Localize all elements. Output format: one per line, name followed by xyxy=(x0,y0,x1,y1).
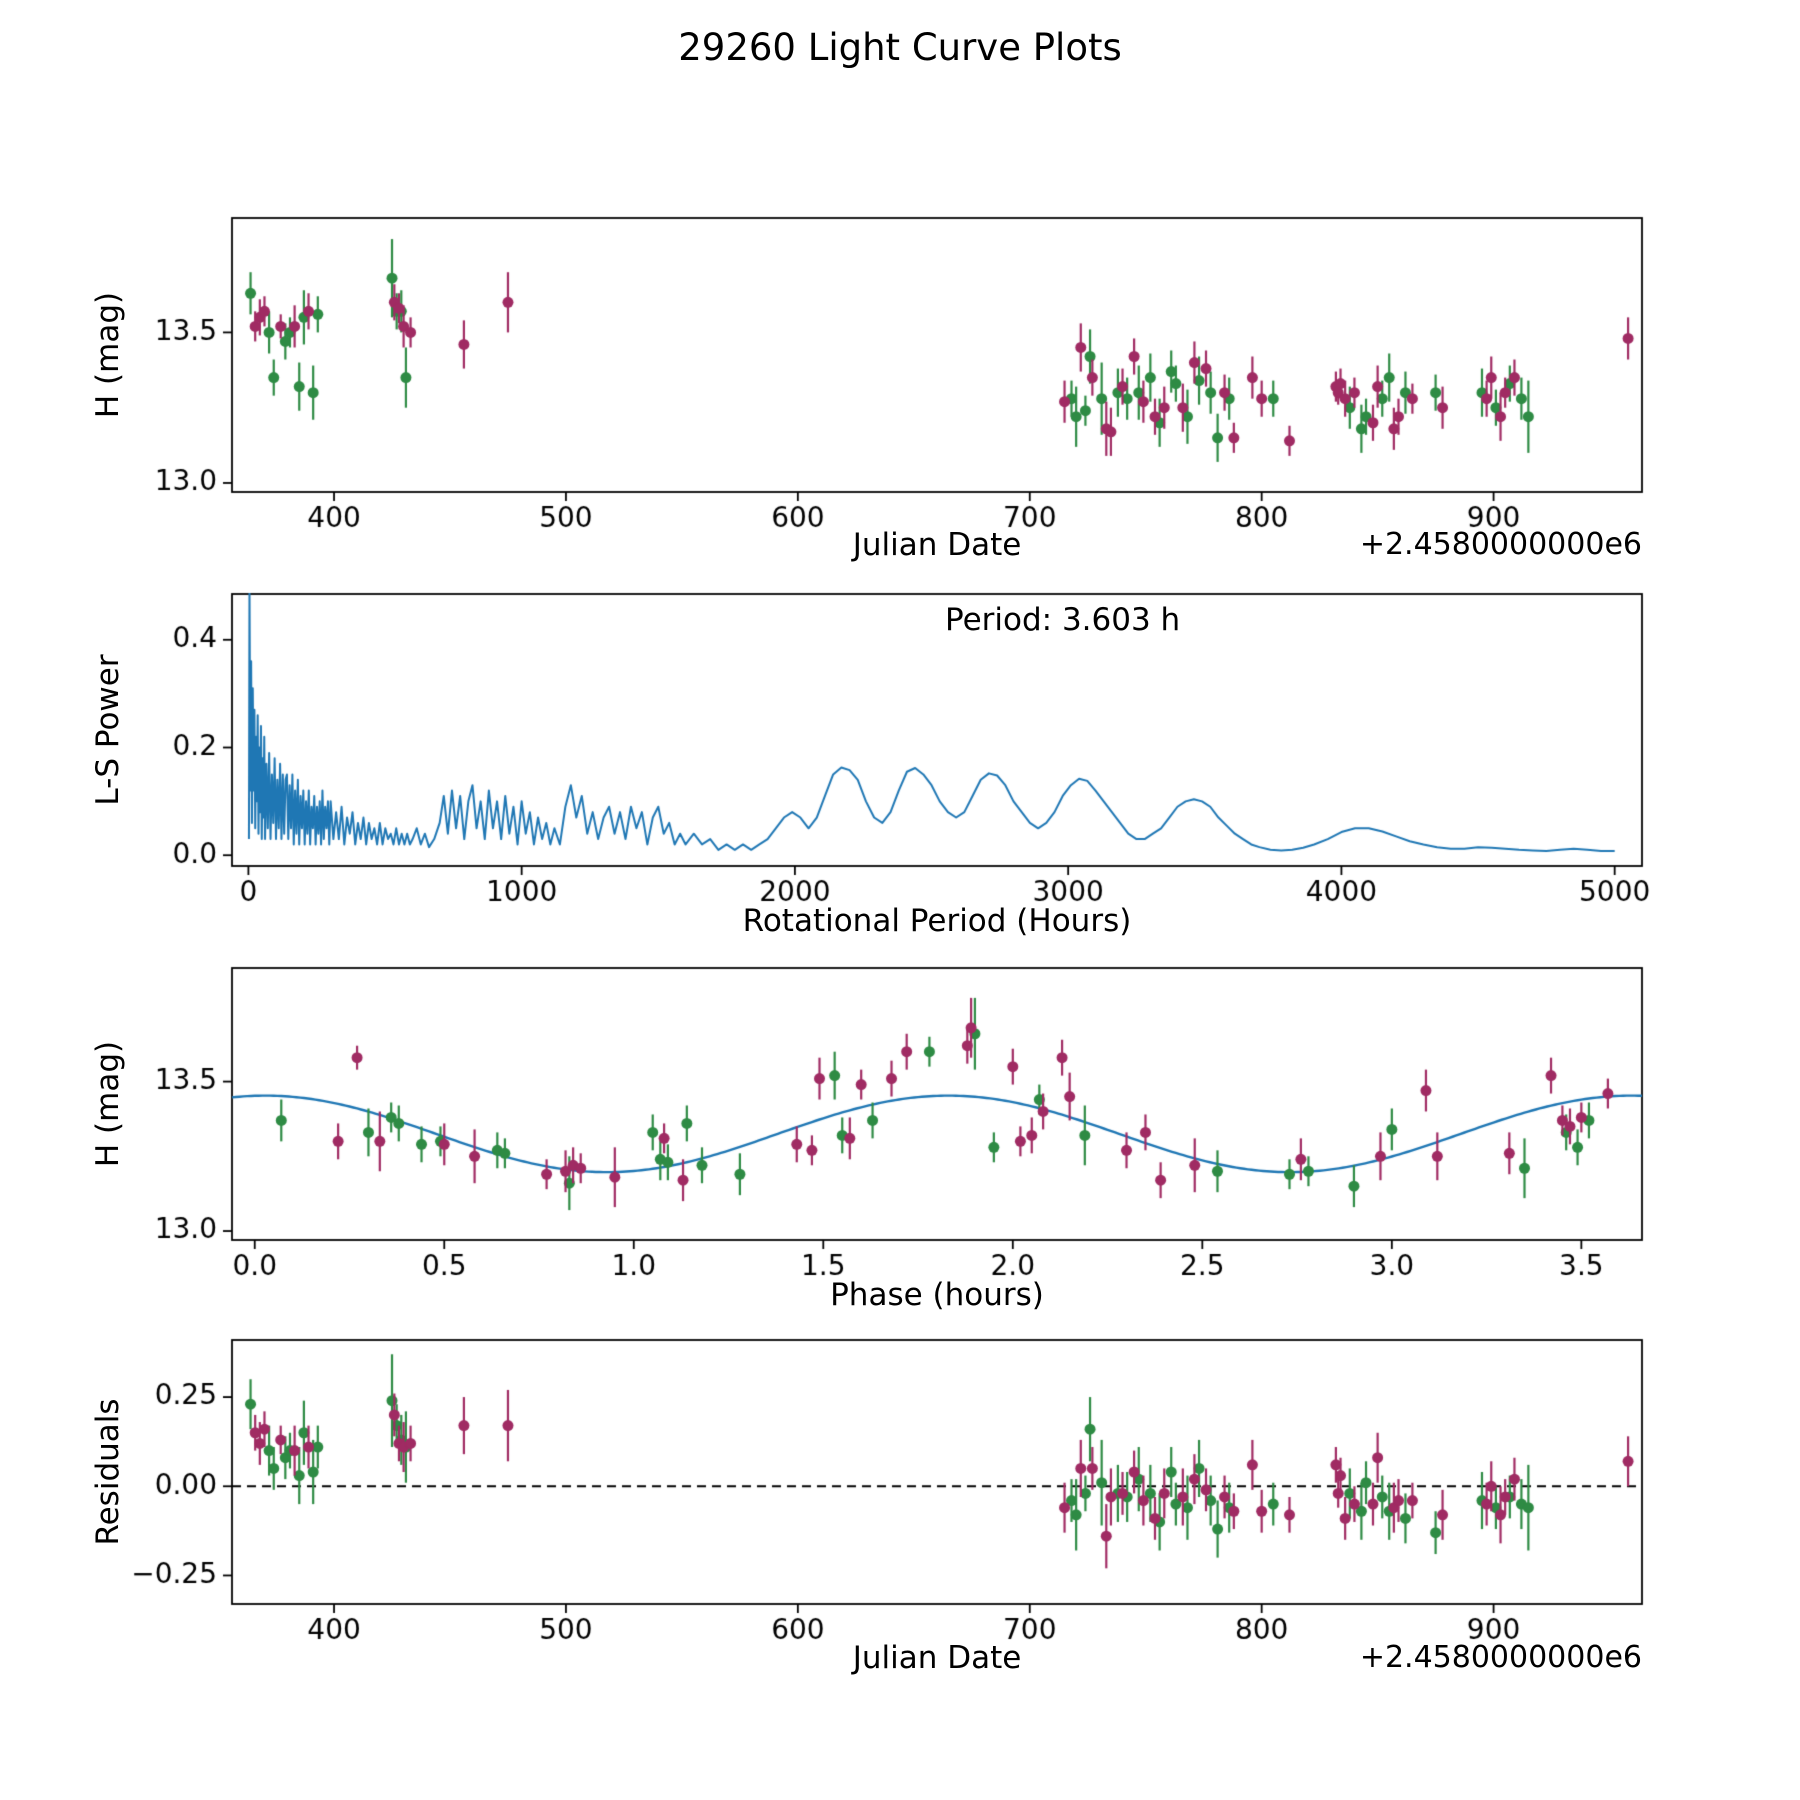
panel1-x-offset-text: +2.4580000000e6 xyxy=(1359,527,1642,562)
panel4-y-axis-label: Residuals xyxy=(90,1398,126,1546)
panel4-x-axis-label: Julian Date xyxy=(852,1640,1022,1676)
panel3-y-axis-label: H (mag) xyxy=(90,1040,126,1168)
panel1-x-axis-label: Julian Date xyxy=(852,527,1022,563)
period-annotation: Period: 3.603 h xyxy=(945,602,1181,638)
panel1-y-axis-label: H (mag) xyxy=(90,291,126,419)
figure-title: 29260 Light Curve Plots xyxy=(678,26,1122,69)
panel4-x-offset-text: +2.4580000000e6 xyxy=(1359,1640,1642,1675)
panel2-y-axis-label: L-S Power xyxy=(90,654,126,806)
panel3-x-axis-label: Phase (hours) xyxy=(830,1277,1044,1313)
panel2-x-axis-label: Rotational Period (Hours) xyxy=(742,903,1132,939)
